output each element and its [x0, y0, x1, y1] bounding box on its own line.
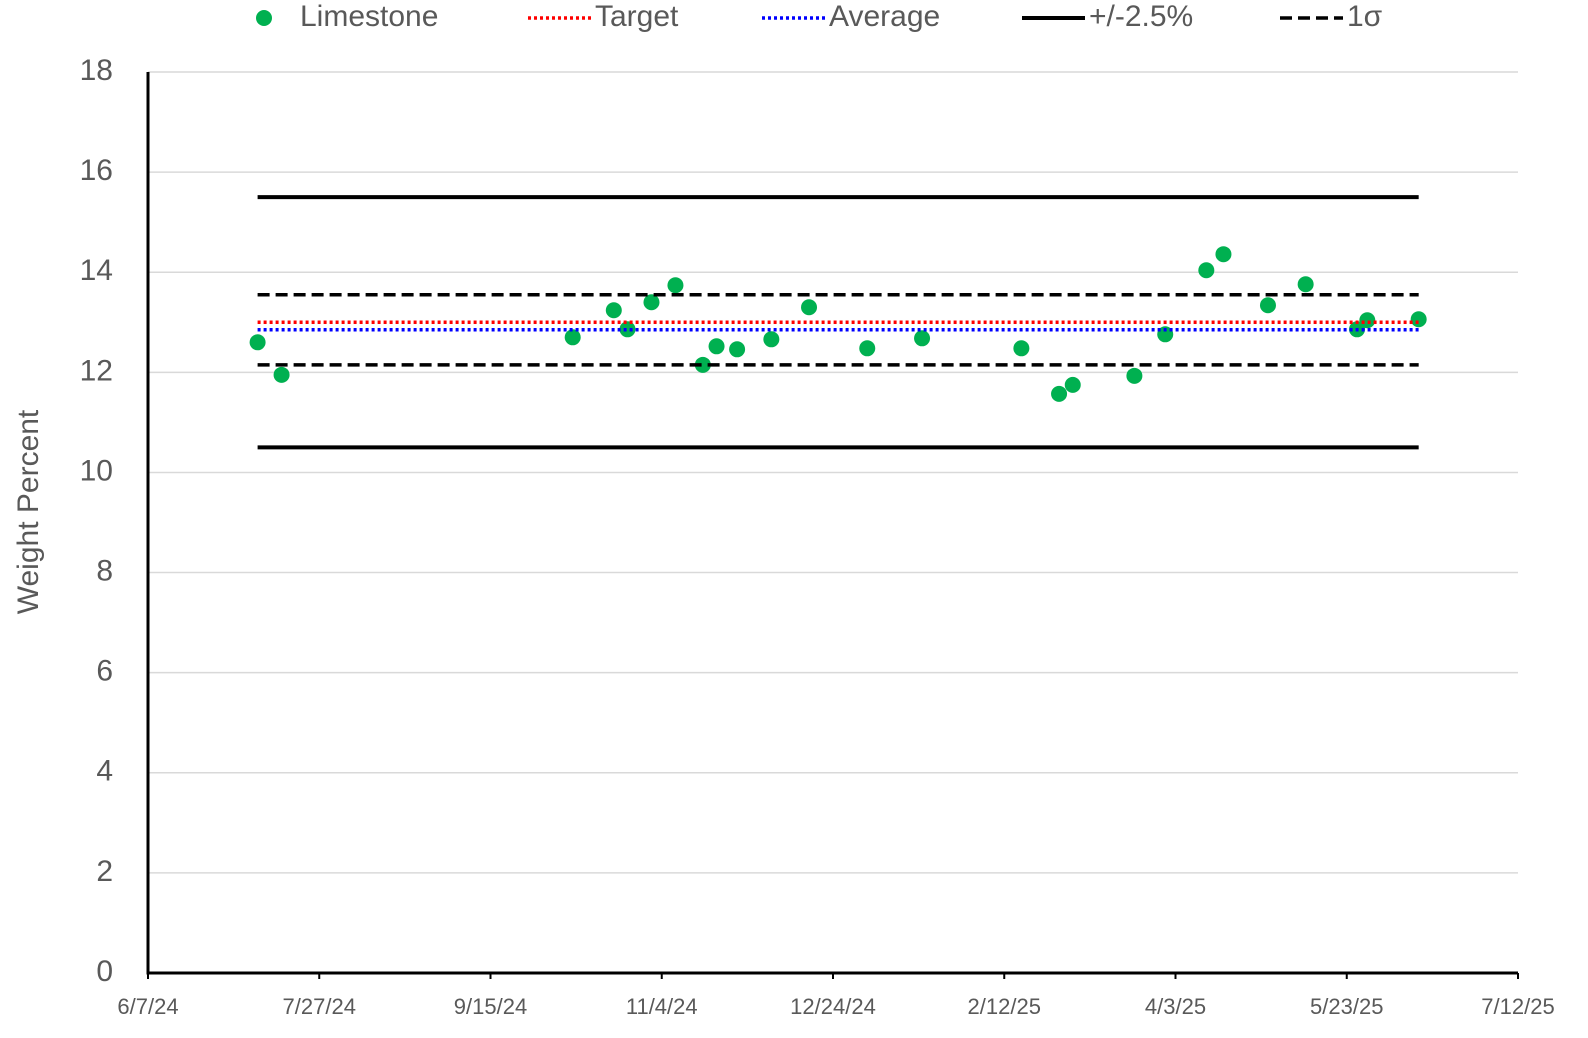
data-point: [914, 330, 931, 347]
data-point: [763, 331, 780, 348]
data-point: [1359, 312, 1376, 329]
legend-marker: [256, 10, 272, 26]
data-point: [708, 338, 725, 355]
y-tick-label: 0: [96, 955, 113, 988]
y-tick-label: 10: [80, 454, 113, 487]
y-tick-label: 8: [96, 554, 113, 587]
data-point: [1259, 297, 1276, 314]
data-point: [273, 366, 290, 383]
legend-label: +/-2.5%: [1089, 0, 1193, 33]
data-point: [1051, 385, 1068, 402]
x-tick-label: 4/3/25: [1145, 994, 1206, 1019]
data-point: [1410, 311, 1427, 328]
x-tick-label: 12/24/24: [790, 994, 876, 1019]
data-point: [694, 356, 711, 373]
legend-label: Average: [829, 0, 940, 33]
y-tick-label: 12: [80, 354, 113, 387]
data-point: [249, 334, 266, 351]
data-point: [801, 299, 818, 316]
legend-label: Limestone: [300, 0, 438, 33]
x-tick-label: 11/4/24: [626, 994, 698, 1019]
data-point: [859, 340, 876, 357]
data-point: [1198, 262, 1215, 279]
x-tick-label: 5/23/25: [1310, 994, 1383, 1019]
y-tick-label: 14: [80, 254, 113, 287]
legend-label: Target: [595, 0, 679, 33]
data-point: [1126, 367, 1143, 384]
y-tick-label: 4: [96, 755, 113, 788]
data-point: [564, 329, 581, 346]
data-point: [1215, 246, 1232, 263]
y-tick-label: 6: [96, 655, 113, 688]
x-tick-label: 7/12/25: [1481, 994, 1554, 1019]
data-point: [643, 294, 660, 311]
legend-label: 1σ: [1347, 0, 1383, 33]
x-tick-label: 6/7/24: [117, 994, 178, 1019]
data-point: [605, 302, 622, 319]
y-tick-label: 18: [80, 54, 113, 87]
data-point: [1064, 376, 1081, 393]
data-point: [1157, 326, 1174, 343]
data-point: [619, 321, 636, 338]
y-tick-label: 2: [96, 855, 113, 888]
data-point: [729, 341, 746, 358]
y-tick-label: 16: [80, 154, 113, 187]
x-tick-label: 9/15/24: [454, 994, 527, 1019]
data-point: [667, 277, 684, 294]
data-point: [1013, 340, 1030, 357]
y-axis-title: Weight Percent: [12, 409, 45, 614]
data-point: [1297, 276, 1314, 293]
x-tick-label: 2/12/25: [968, 994, 1041, 1019]
x-tick-label: 7/27/24: [283, 994, 356, 1019]
